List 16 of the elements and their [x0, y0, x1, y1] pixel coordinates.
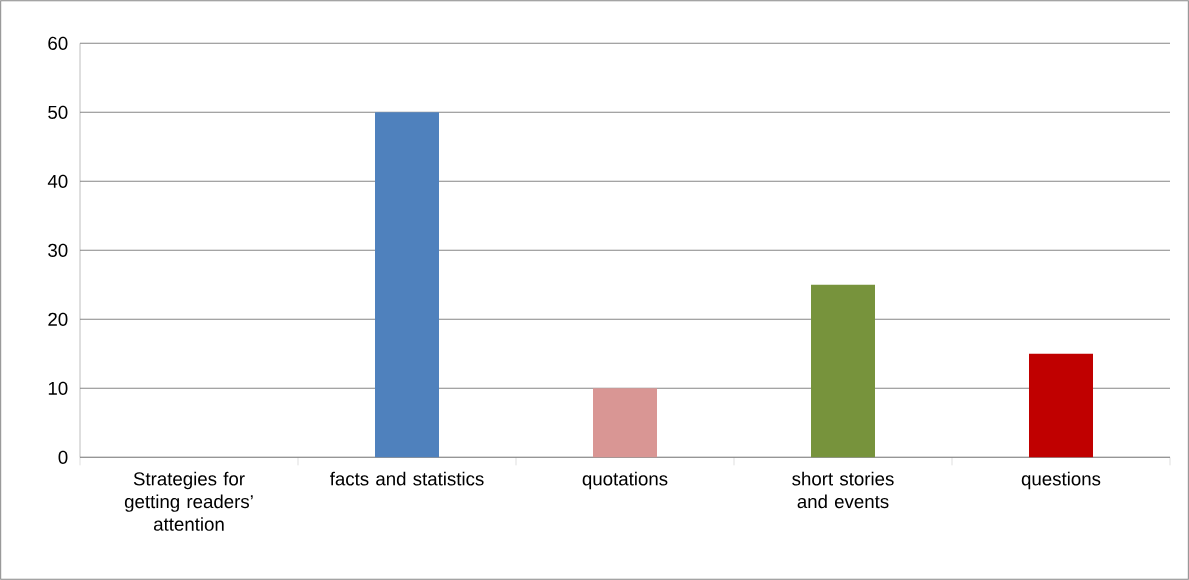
y-tick-label: 10 [48, 381, 68, 395]
bar [1029, 353, 1093, 458]
x-tick-label: facts and statistics [329, 471, 484, 486]
bar [593, 388, 657, 458]
y-tick-label: 20 [48, 312, 68, 326]
y-tick-label: 40 [47, 174, 68, 188]
x-tick-label: Strategies for getting readers’ attention [124, 471, 253, 531]
x-tick-label: short stories and events [792, 471, 894, 509]
y-tick-label: 60 [48, 36, 68, 50]
bar [375, 112, 440, 458]
y-tick-label: 30 [48, 243, 68, 257]
y-tick-label: 0 [58, 450, 68, 464]
y-tick-label: 50 [48, 105, 68, 119]
bar [811, 284, 875, 458]
x-tick-label: quotations [582, 471, 668, 490]
x-tick-label: questions [1021, 471, 1101, 490]
